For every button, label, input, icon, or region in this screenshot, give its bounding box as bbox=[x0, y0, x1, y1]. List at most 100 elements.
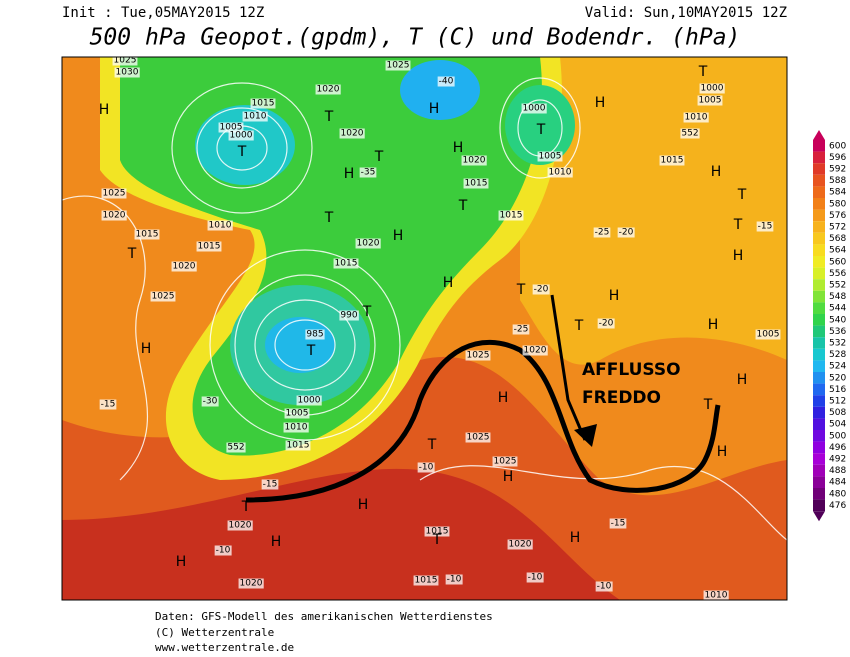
pressure-center: H bbox=[595, 95, 606, 111]
pressure-center: T bbox=[703, 397, 713, 413]
isobar-label: -15 bbox=[611, 519, 626, 529]
label-bg bbox=[659, 155, 685, 166]
label-bg bbox=[537, 151, 563, 162]
colorbar-label: 500 bbox=[829, 431, 846, 441]
isobar-label: -10 bbox=[447, 575, 462, 585]
label-bg bbox=[683, 112, 709, 123]
isobar-label: 1015 bbox=[500, 211, 523, 221]
label-bg bbox=[227, 520, 253, 531]
pressure-center: H bbox=[344, 166, 355, 182]
isobar-label: 1015 bbox=[287, 441, 310, 451]
pressure-center: H bbox=[271, 534, 282, 550]
colorbar-label: 492 bbox=[829, 455, 846, 465]
colorbar-label: 592 bbox=[829, 165, 846, 175]
colorbar-swatch bbox=[813, 244, 825, 256]
pressure-center: T bbox=[737, 187, 747, 203]
isobar-label: -10 bbox=[216, 546, 231, 556]
label-bg bbox=[284, 408, 310, 419]
colorbar-swatch bbox=[813, 464, 825, 477]
isobar-label: 1025 bbox=[494, 457, 517, 467]
label-bg bbox=[114, 67, 140, 78]
colorbar-label: 536 bbox=[829, 327, 846, 337]
label-bg bbox=[99, 399, 117, 410]
label-bg bbox=[283, 422, 309, 433]
label-bg bbox=[492, 456, 518, 467]
label-bg bbox=[597, 318, 615, 329]
label-bg bbox=[196, 241, 222, 252]
footer-line: www.wetterzentrale.de bbox=[155, 641, 294, 654]
isobar-label: -40 bbox=[439, 77, 454, 87]
pressure-center: T bbox=[306, 343, 316, 359]
label-bg bbox=[112, 57, 138, 66]
colorbar-swatch bbox=[813, 232, 825, 245]
colorbar-label: 480 bbox=[829, 489, 846, 499]
colorbar-label: 488 bbox=[829, 466, 846, 476]
label-bg bbox=[463, 178, 489, 189]
label-bg bbox=[465, 350, 491, 361]
label-bg bbox=[385, 60, 411, 71]
isobar-label: 552 bbox=[681, 129, 698, 139]
label-bg bbox=[437, 76, 455, 87]
isobar-label: 1000 bbox=[230, 131, 253, 141]
isobar-label: 1025 bbox=[467, 433, 490, 443]
isobar-label: 1010 bbox=[549, 168, 572, 178]
isobar-label: -20 bbox=[599, 319, 614, 329]
label-bg bbox=[207, 220, 233, 231]
pressure-center: T bbox=[237, 144, 247, 160]
pressure-center: T bbox=[698, 64, 708, 80]
label-bg bbox=[593, 227, 611, 238]
arrow-line bbox=[550, 294, 587, 441]
pressure-center: T bbox=[241, 499, 251, 515]
footer-line: (C) Wetterzentrale bbox=[155, 626, 274, 639]
colorbar-swatch bbox=[813, 314, 825, 326]
isobar-label: 1000 bbox=[298, 396, 321, 406]
colorbar-swatch bbox=[813, 302, 825, 314]
colorbar-swatch bbox=[813, 453, 825, 465]
pressure-center: H bbox=[99, 102, 110, 118]
label-bg bbox=[699, 83, 725, 94]
label-bg bbox=[532, 284, 550, 295]
valid-label: Valid: Sun,10MAY2015 12Z bbox=[585, 5, 787, 21]
colorbar-label: 572 bbox=[829, 223, 846, 233]
colorbar-swatch bbox=[813, 395, 825, 407]
label-bg bbox=[703, 590, 729, 600]
isobar-label: 1015 bbox=[661, 156, 684, 166]
isobar-label: 1010 bbox=[285, 423, 308, 433]
isobar-label: -30 bbox=[203, 397, 218, 407]
label-bg bbox=[424, 526, 450, 537]
label-bg bbox=[680, 128, 700, 139]
colorbar-label: 532 bbox=[829, 339, 846, 349]
label-bg bbox=[305, 329, 325, 340]
isobar-label: 1010 bbox=[705, 591, 728, 601]
isobar-label: 552 bbox=[227, 443, 244, 453]
yellow-east bbox=[520, 57, 787, 365]
colorbar-cap bbox=[813, 511, 825, 522]
colorbar-swatch bbox=[813, 267, 825, 280]
pressure-center: T bbox=[374, 149, 384, 165]
colorbar-swatch bbox=[813, 174, 825, 187]
colorbar-label: 528 bbox=[829, 350, 846, 360]
label-bg bbox=[242, 111, 268, 122]
pressure-center: T bbox=[127, 246, 137, 262]
isobar-label: -15 bbox=[101, 400, 116, 410]
colorbar-swatch bbox=[813, 383, 825, 396]
colorbar-label: 512 bbox=[829, 397, 846, 407]
colorbar-label: 540 bbox=[829, 315, 846, 325]
colorbar-label: 496 bbox=[829, 443, 846, 453]
pressure-center: H bbox=[609, 288, 620, 304]
colorbar-label: 556 bbox=[829, 269, 846, 279]
isobar-label: -10 bbox=[597, 582, 612, 592]
colorbar-swatch bbox=[813, 430, 825, 442]
colorbar-label: 544 bbox=[829, 304, 846, 314]
colorbar-swatch bbox=[813, 360, 825, 372]
map-title: 500 hPa Geopot.(gpdm), T (C) und Bodendr… bbox=[90, 25, 741, 51]
label-bg bbox=[214, 545, 232, 556]
isobar-label: 1020 bbox=[341, 129, 364, 139]
isobar-label: -10 bbox=[419, 463, 434, 473]
colorbar-label: 484 bbox=[829, 478, 846, 488]
colorbar-label: 552 bbox=[829, 281, 846, 291]
label-bg bbox=[756, 221, 774, 232]
label-bg bbox=[296, 395, 322, 406]
